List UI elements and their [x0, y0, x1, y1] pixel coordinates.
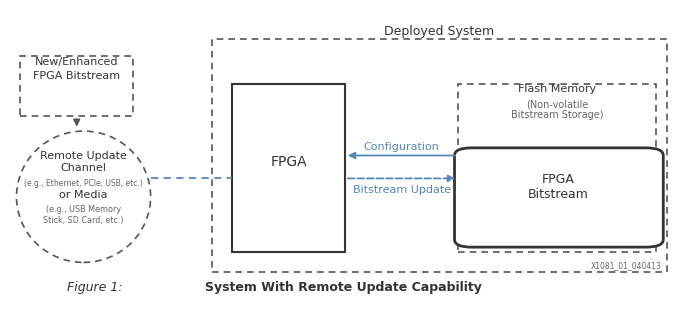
Text: FPGA: FPGA: [270, 155, 307, 169]
Text: Bitstream Update: Bitstream Update: [353, 184, 451, 194]
Text: FPGA Bitstream: FPGA Bitstream: [33, 71, 120, 81]
Text: New/Enhanced: New/Enhanced: [35, 57, 119, 67]
Text: or Media: or Media: [59, 190, 108, 200]
Text: FPGA: FPGA: [542, 173, 575, 186]
Text: Remote Update: Remote Update: [40, 151, 127, 161]
Text: Bitstream: Bitstream: [528, 188, 589, 201]
FancyBboxPatch shape: [20, 56, 132, 116]
Text: (Non-volatile: (Non-volatile: [526, 100, 589, 110]
Text: Channel: Channel: [61, 163, 106, 173]
Text: Deployed System: Deployed System: [384, 25, 495, 38]
Text: Configuration: Configuration: [364, 142, 440, 152]
Text: Figure 1:: Figure 1:: [67, 281, 123, 294]
Text: X1081_01_040413: X1081_01_040413: [591, 261, 662, 270]
Text: (e.g., USB Memory: (e.g., USB Memory: [46, 205, 121, 214]
Text: Stick, SD Card, etc.): Stick, SD Card, etc.): [43, 216, 124, 225]
Text: Bitstream Storage): Bitstream Storage): [511, 110, 604, 120]
Text: System With Remote Update Capability: System With Remote Update Capability: [205, 281, 482, 294]
Ellipse shape: [17, 131, 150, 262]
Text: Flash Memory: Flash Memory: [518, 84, 596, 95]
FancyBboxPatch shape: [455, 148, 663, 247]
Text: (e.g., Ethernet, PCIe, USB, etc.): (e.g., Ethernet, PCIe, USB, etc.): [24, 179, 143, 188]
FancyBboxPatch shape: [232, 84, 345, 252]
